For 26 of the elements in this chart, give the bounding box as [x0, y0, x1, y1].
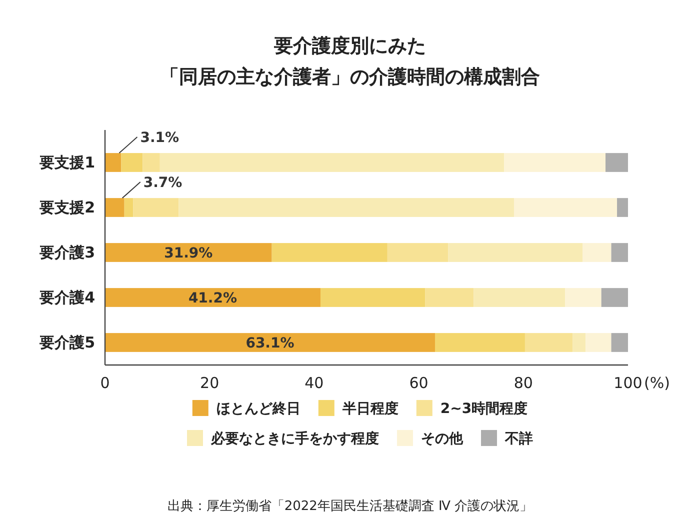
x-tick-label: 40 — [304, 374, 324, 392]
x-tick-label: 0 — [100, 374, 110, 392]
legend-label: 半日程度 — [341, 400, 398, 417]
data-label: 63.1% — [246, 336, 294, 352]
x-tick-label: 20 — [200, 374, 220, 392]
legend-label: 2~3時間程度 — [440, 400, 528, 417]
data-label: 3.1% — [140, 130, 180, 146]
data-label: 3.7% — [143, 175, 182, 192]
y-tick-label: 要介護3 — [38, 244, 95, 262]
data-label: 31.9% — [164, 246, 213, 262]
data-label: 41.2% — [188, 290, 238, 306]
y-tick-label: 要支援1 — [38, 154, 95, 172]
x-tick-label: 60 — [409, 374, 428, 392]
source-note: 出典：厚生労働省「2022年国民生活基礎調査 Ⅳ 介護の状況」 — [167, 499, 533, 514]
legend-label: その他 — [421, 431, 464, 447]
legend-label: 不詳 — [504, 430, 533, 447]
legend-label: ほとんど終日 — [216, 401, 300, 417]
chart-subtitle: 「同居の主な介護者」の介護時間の構成割合 — [160, 66, 540, 88]
y-tick-label: 要介護4 — [38, 288, 95, 306]
chart-title: 要介護度別にみた — [273, 35, 426, 57]
x-tick-label: 80 — [514, 374, 533, 392]
x-tick-label: 100 — [614, 374, 642, 392]
y-tick-label: 要支援2 — [38, 198, 95, 216]
y-tick-label: 要介護5 — [38, 334, 95, 352]
legend-label: 必要なときに手をかす程度 — [210, 430, 379, 447]
x-axis-title: (%) — [644, 374, 670, 392]
